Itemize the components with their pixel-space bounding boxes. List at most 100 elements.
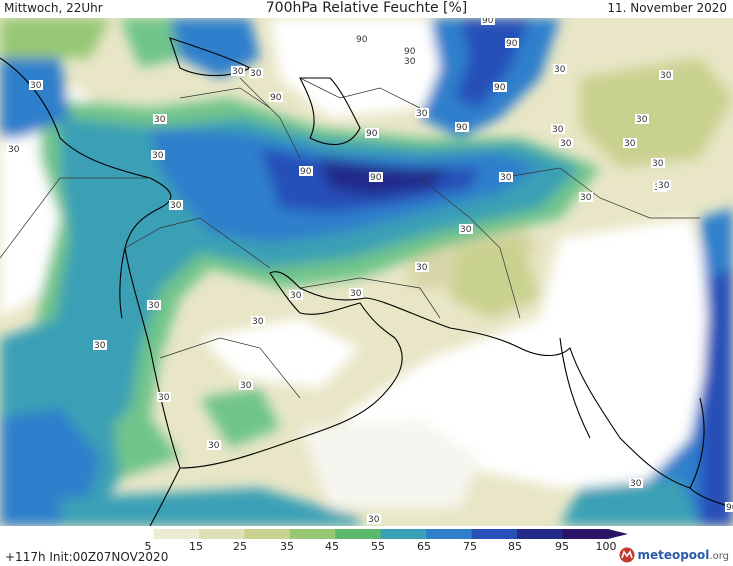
contour-label-bg	[415, 262, 429, 272]
contour-label-bg	[207, 440, 221, 450]
contour-label: 30	[652, 159, 664, 169]
contour-label-bg	[493, 82, 507, 92]
contour-label: 30	[152, 151, 164, 161]
contour-label-bg	[657, 180, 671, 190]
contour-label-bg	[369, 172, 383, 182]
contour-label: 90	[456, 123, 468, 133]
contour-label-bg	[151, 150, 165, 160]
contour-label: 30	[658, 181, 670, 191]
colorbar-segment	[380, 529, 427, 539]
contour-label-bg	[365, 128, 379, 138]
contour-label-bg	[251, 316, 265, 326]
contour-label-bg	[169, 200, 183, 210]
contour-label: 30	[290, 291, 302, 301]
model-run-info: +117h Init:00Z07NOV2020	[5, 550, 169, 564]
contour-label: 90	[506, 39, 518, 49]
colorbar-segment	[153, 529, 200, 539]
colorbar-tick-label: 95	[555, 540, 569, 553]
contour-label-bg	[7, 144, 21, 154]
contour-label-bg	[553, 64, 567, 74]
contour-label: 30	[252, 317, 264, 327]
contour-label: 30	[240, 381, 252, 391]
contour-label-bg	[459, 224, 473, 234]
contour-label-bg	[481, 18, 495, 25]
colorbar-segment	[335, 529, 382, 539]
meteopool-logo-icon	[619, 547, 635, 563]
contour-label: 90	[726, 503, 733, 513]
contour-label: 30	[636, 115, 648, 125]
contour-label: 30	[148, 301, 160, 311]
contour-label-bg	[355, 34, 369, 44]
contour-label: 30	[208, 441, 220, 451]
contour-label: 90	[494, 83, 506, 93]
contour-label-bg	[29, 80, 43, 90]
meteopool-logo[interactable]: meteopool.org	[619, 546, 729, 564]
contour-label: 30	[350, 289, 362, 299]
contour-label: 30	[30, 81, 42, 91]
contour-label: 30	[250, 69, 262, 79]
contour-label-bg	[367, 514, 381, 524]
contour-label-bg	[403, 46, 417, 56]
contour-label-bg	[559, 138, 573, 148]
contour-label-bg	[231, 66, 245, 76]
contour-labels: 90 90 90 90 30 30 90 30 90 90 90 30 30 30 90 30 30 30 30 30…	[7, 18, 733, 525]
contour-label-bg	[147, 300, 161, 310]
contour-label-bg	[505, 38, 519, 48]
colorbar-tick-label: 5	[144, 540, 152, 553]
contour-label-bg	[403, 56, 417, 66]
colorbar-segment	[517, 529, 564, 539]
contour-label: 90	[482, 18, 494, 26]
contour-label: 30	[416, 109, 428, 119]
contour-label: 30	[552, 125, 564, 135]
humidity-map: 90 90 90 90 30 30 90 30 90 90 90 30 30 30 90 30 30 30 30 30…	[0, 18, 733, 526]
colorbar-tick-label: 75	[463, 540, 477, 553]
colorbar-segment	[471, 529, 518, 539]
colorbar-tick-label: 35	[280, 540, 294, 553]
colorbar	[108, 529, 628, 539]
contour-label: 30	[500, 173, 512, 183]
contour-label-bg	[455, 122, 469, 132]
colorbar-segment	[562, 529, 609, 539]
contour-label: 30	[560, 139, 572, 149]
contour-label-bg	[499, 172, 513, 182]
colorbar-segment	[244, 529, 291, 539]
contour-label: 90	[356, 35, 368, 45]
contour-label-bg	[415, 108, 429, 118]
contour-label: 30	[154, 115, 166, 125]
colorbar-extend-arrow	[608, 529, 628, 539]
colorbar-segment	[426, 529, 473, 539]
contour-label-bg	[289, 290, 303, 300]
contour-label: 30	[170, 201, 182, 211]
colorbar-tick-label: 15	[189, 540, 203, 553]
contour-label: 30	[460, 225, 472, 235]
contour-label: 90	[404, 47, 416, 57]
contour-label: 90	[370, 173, 382, 183]
contour-label-bg	[579, 192, 593, 202]
contour-label: 90	[270, 93, 282, 103]
contour-label-bg	[269, 92, 283, 102]
colorbar-tick-label: 55	[371, 540, 385, 553]
contour-label-bg	[239, 380, 253, 390]
contour-label-bg	[629, 478, 643, 488]
valid-date: 11. November 2020	[607, 1, 727, 15]
contour-label-bg	[153, 114, 167, 124]
contour-label: 30	[94, 341, 106, 351]
contour-label: 30	[8, 145, 20, 155]
contour-label: 30	[554, 65, 566, 75]
colorbar-tick-label: 65	[417, 540, 431, 553]
contour-label-bg	[623, 138, 637, 148]
colorbar-segment	[289, 529, 336, 539]
contour-label-bg	[635, 114, 649, 124]
colorbar-tick-label: 100	[595, 540, 617, 553]
contour-label: 30	[416, 263, 428, 273]
contour-label: 30	[630, 479, 642, 489]
contour-label-bg	[349, 288, 363, 298]
colorbar-segment	[108, 529, 154, 539]
colorbar-tick-label: 45	[325, 540, 339, 553]
contour-label-bg	[249, 68, 263, 78]
contour-label-bg	[299, 166, 313, 176]
contour-label: 30	[580, 193, 592, 203]
humidity-field	[0, 18, 733, 526]
contour-label: 30	[158, 393, 170, 403]
contour-label-bg	[651, 158, 665, 168]
